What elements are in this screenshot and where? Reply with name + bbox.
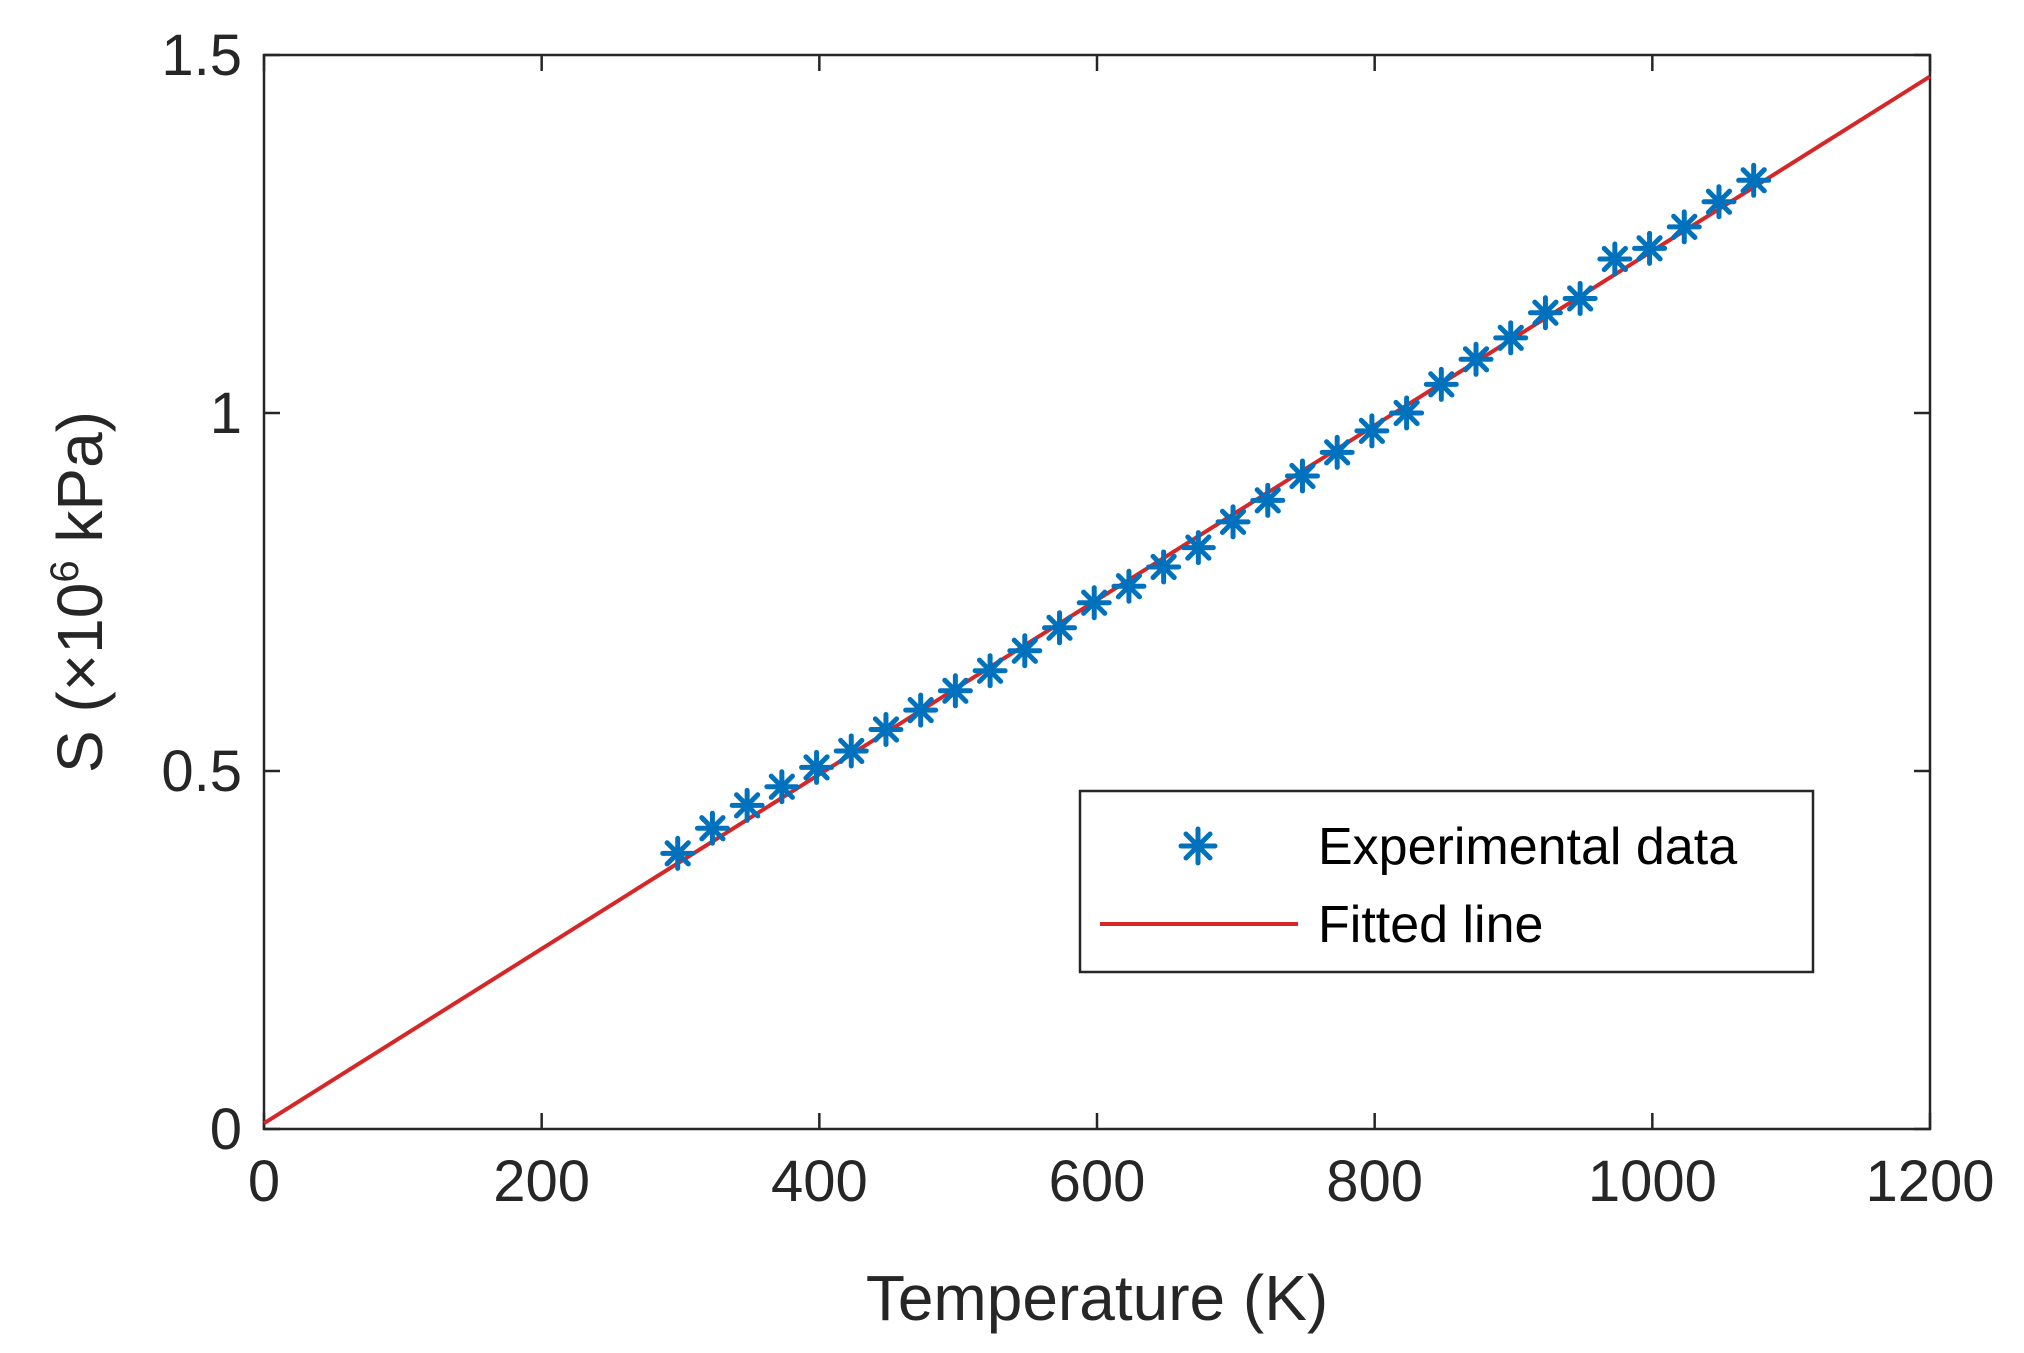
legend-label-fitted: Fitted line: [1318, 896, 1543, 954]
y-tick-label: 1: [210, 381, 242, 446]
data-point: [1319, 434, 1355, 470]
data-point: [1076, 585, 1112, 621]
data-point: [868, 711, 904, 747]
data-point: [1597, 241, 1633, 277]
data-point: [1666, 209, 1702, 245]
y-axis-label-suffix: kPa): [44, 411, 116, 560]
x-tick-label: 800: [1326, 1149, 1423, 1214]
data-point: [1007, 633, 1043, 669]
data-point: [1111, 568, 1147, 604]
data-point: [1527, 295, 1563, 331]
data-point: [1180, 530, 1216, 566]
y-tick-label: 0: [210, 1097, 242, 1162]
data-point: [729, 787, 765, 823]
data-point: [1632, 230, 1668, 266]
legend-box: [1078, 789, 1815, 974]
data-point: [1562, 280, 1598, 316]
y-axis-label-exponent: 6: [43, 560, 87, 582]
x-tick-label: 400: [771, 1149, 868, 1214]
x-axis-label: Temperature (K): [866, 1262, 1328, 1334]
x-tick-label: 1000: [1588, 1149, 1717, 1214]
data-point: [903, 692, 939, 728]
data-point: [1701, 184, 1737, 220]
data-point: [1284, 458, 1320, 494]
data-point: [1146, 549, 1182, 585]
y-axis-label: S (×106 kPa): [43, 411, 116, 773]
legend-label-experimental: Experimental data: [1318, 818, 1737, 876]
x-tick-label: 200: [493, 1149, 590, 1214]
legend: Experimental data Fitted line: [1078, 789, 1815, 974]
data-point: [937, 673, 973, 709]
data-point: [764, 769, 800, 805]
data-point: [1458, 341, 1494, 377]
data-point: [1354, 413, 1390, 449]
axis-ticks: [262, 53, 1932, 1131]
data-point: [833, 733, 869, 769]
data-point: [972, 653, 1008, 689]
data-point: [660, 835, 696, 871]
x-tick-label: 600: [1049, 1149, 1146, 1214]
data-point: [694, 810, 730, 846]
data-point: [1042, 610, 1078, 646]
tick-labels: 0 200 400 600 800 1000 1200 0 0.5 1 1.5: [161, 23, 1994, 1214]
data-point: [1389, 395, 1425, 431]
y-tick-label: 1.5: [161, 23, 242, 88]
y-tick-label: 0.5: [161, 739, 242, 804]
experimental-markers: [660, 162, 1772, 871]
data-point: [1493, 320, 1529, 356]
data-point: [1215, 504, 1251, 540]
legend-asterisk-icon: [1178, 826, 1218, 866]
data-point: [1736, 162, 1772, 198]
data-point: [1250, 482, 1286, 518]
data-point: [1423, 366, 1459, 402]
legend-marker-experimental: [1178, 826, 1218, 866]
x-tick-label: 0: [248, 1149, 280, 1214]
x-tick-label: 1200: [1865, 1149, 1994, 1214]
y-axis-label-prefix: S (×10: [44, 583, 116, 773]
data-point: [799, 749, 835, 785]
